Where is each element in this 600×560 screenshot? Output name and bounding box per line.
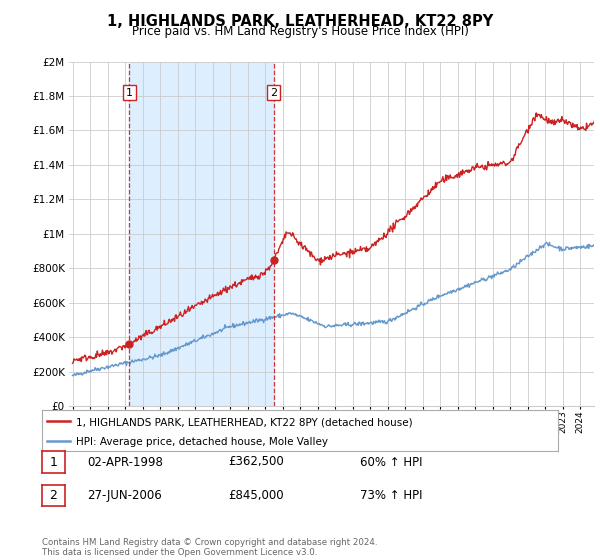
Text: 1: 1 xyxy=(126,87,133,97)
Text: 1: 1 xyxy=(49,455,58,469)
Bar xyxy=(130,62,274,406)
Text: Contains HM Land Registry data © Crown copyright and database right 2024.
This d: Contains HM Land Registry data © Crown c… xyxy=(42,538,377,557)
Text: 2: 2 xyxy=(49,489,58,502)
Text: £845,000: £845,000 xyxy=(228,489,284,502)
Text: Price paid vs. HM Land Registry's House Price Index (HPI): Price paid vs. HM Land Registry's House … xyxy=(131,25,469,38)
Text: 27-JUN-2006: 27-JUN-2006 xyxy=(87,489,162,502)
Text: 02-APR-1998: 02-APR-1998 xyxy=(87,455,163,469)
Text: 60% ↑ HPI: 60% ↑ HPI xyxy=(360,455,422,469)
Text: 1, HIGHLANDS PARK, LEATHERHEAD, KT22 8PY: 1, HIGHLANDS PARK, LEATHERHEAD, KT22 8PY xyxy=(107,14,493,29)
Text: HPI: Average price, detached house, Mole Valley: HPI: Average price, detached house, Mole… xyxy=(76,437,328,446)
Text: 1, HIGHLANDS PARK, LEATHERHEAD, KT22 8PY (detached house): 1, HIGHLANDS PARK, LEATHERHEAD, KT22 8PY… xyxy=(76,417,412,427)
Text: £362,500: £362,500 xyxy=(228,455,284,469)
Text: 73% ↑ HPI: 73% ↑ HPI xyxy=(360,489,422,502)
Text: 2: 2 xyxy=(270,87,277,97)
